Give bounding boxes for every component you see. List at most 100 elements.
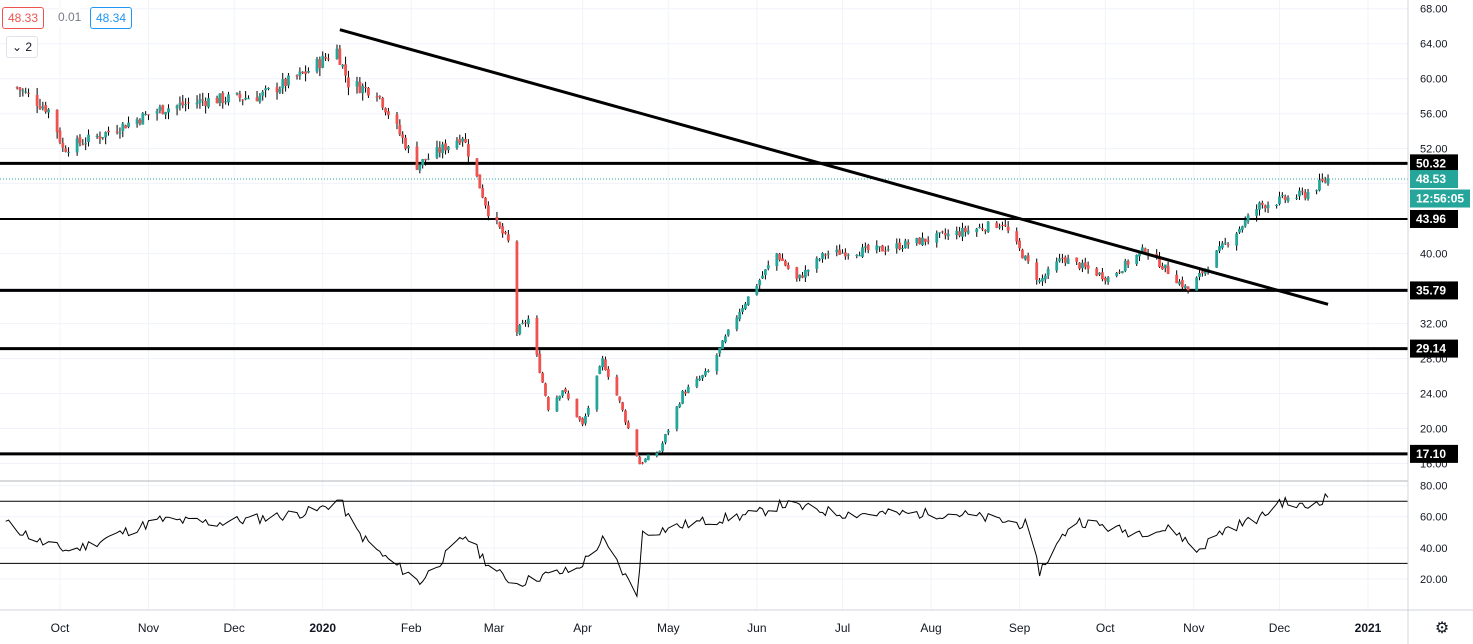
candle-up <box>1255 209 1259 216</box>
candle-down <box>604 359 607 371</box>
candle-up <box>104 132 108 138</box>
candle-up <box>247 98 250 100</box>
candle-up <box>407 146 410 149</box>
candle-down <box>823 254 827 256</box>
candle-down <box>107 130 110 133</box>
candle-up <box>118 132 122 134</box>
candle-down <box>364 87 367 89</box>
candle-up <box>1041 278 1044 282</box>
candle-down <box>378 95 382 97</box>
candle-up <box>135 119 139 125</box>
candle-down <box>275 87 279 93</box>
candle-up <box>1235 233 1239 246</box>
candle-up <box>681 391 684 404</box>
candle-up <box>227 94 230 103</box>
time-tick-label: Feb <box>401 621 422 635</box>
candle-up <box>946 233 950 237</box>
price-label-badge <box>1410 170 1458 189</box>
candle-down <box>375 96 379 98</box>
candle-up <box>261 91 265 96</box>
candle-up <box>127 122 130 128</box>
candle-up <box>1098 272 1101 275</box>
price-tick-label: 20.00 <box>1420 424 1448 436</box>
time-tick-label: 2020 <box>309 621 336 635</box>
candle-up <box>858 255 862 257</box>
trendline[interactable] <box>339 28 1329 306</box>
candle-up <box>601 358 605 368</box>
candle-up <box>1243 219 1247 227</box>
candle-up <box>715 355 719 372</box>
candle-up <box>1258 202 1261 210</box>
candle-up <box>986 221 990 233</box>
price-label-text: 50.32 <box>1416 156 1446 170</box>
candle-up <box>644 458 647 463</box>
candle-down <box>466 144 470 157</box>
candle-down <box>495 216 499 221</box>
candle-down <box>795 267 799 279</box>
bid-price-badge[interactable]: 48.33 <box>2 7 45 29</box>
candle-up <box>446 146 450 151</box>
candle-up <box>1220 243 1224 248</box>
candle-down <box>384 108 387 113</box>
candle-up <box>101 137 105 139</box>
candle-up <box>244 97 248 100</box>
ask-price-badge[interactable]: 48.34 <box>90 7 133 29</box>
indicators-toggle-button[interactable]: ⌄ 2 <box>6 36 39 58</box>
candle-down <box>387 111 390 116</box>
candle-up <box>1278 196 1281 205</box>
candle-up <box>666 430 670 433</box>
candle-down <box>255 97 259 102</box>
candle-down <box>64 148 68 152</box>
candle-down <box>1083 262 1087 267</box>
candle-down <box>866 245 870 251</box>
candle-up <box>426 158 430 160</box>
gear-icon[interactable]: ⚙ <box>1434 620 1450 637</box>
candle-down <box>1061 257 1064 259</box>
candle-up <box>678 403 682 408</box>
candle-up <box>167 108 170 113</box>
candle-up <box>741 308 744 312</box>
candle-down <box>161 105 165 114</box>
candle-up <box>141 113 145 125</box>
candle-down <box>401 134 405 138</box>
rsi-line <box>5 492 1329 598</box>
rsi-tick-label: 80.00 <box>1420 481 1448 493</box>
candle-up <box>726 329 730 336</box>
candle-up <box>955 230 959 236</box>
candle-down <box>241 99 245 101</box>
candle-down <box>626 422 630 429</box>
candle-up <box>595 375 599 410</box>
candle-up <box>1043 275 1047 280</box>
candle-up <box>67 151 70 153</box>
candle-up <box>1140 247 1144 254</box>
candle-up <box>24 91 28 93</box>
candle-up <box>558 395 562 399</box>
candle-down <box>926 240 930 242</box>
candle-up <box>307 70 310 73</box>
candle-up <box>775 253 779 267</box>
candle-up <box>198 99 202 103</box>
candle-up <box>41 106 45 109</box>
candle-down <box>544 383 547 396</box>
candle-up <box>735 317 739 330</box>
candle-up <box>961 227 964 237</box>
candle-down <box>1166 265 1170 274</box>
price-label-badge <box>1410 209 1458 228</box>
trendline-segment[interactable] <box>339 28 1329 306</box>
candle-down <box>1143 248 1147 254</box>
time-tick-label: 2021 <box>1355 621 1382 635</box>
candle-up <box>1315 190 1319 192</box>
candle-down <box>295 75 299 77</box>
candle-down <box>618 396 622 401</box>
rsi-pane <box>0 480 1408 598</box>
candle-down <box>501 226 505 234</box>
candle-down <box>581 418 585 425</box>
candle-up <box>758 280 762 286</box>
candle-down <box>958 231 962 236</box>
candle-down <box>506 234 510 241</box>
price-label-badge <box>1410 444 1458 463</box>
candle-up <box>1306 191 1310 199</box>
candle-up <box>706 370 710 372</box>
candle-down <box>1103 277 1107 281</box>
